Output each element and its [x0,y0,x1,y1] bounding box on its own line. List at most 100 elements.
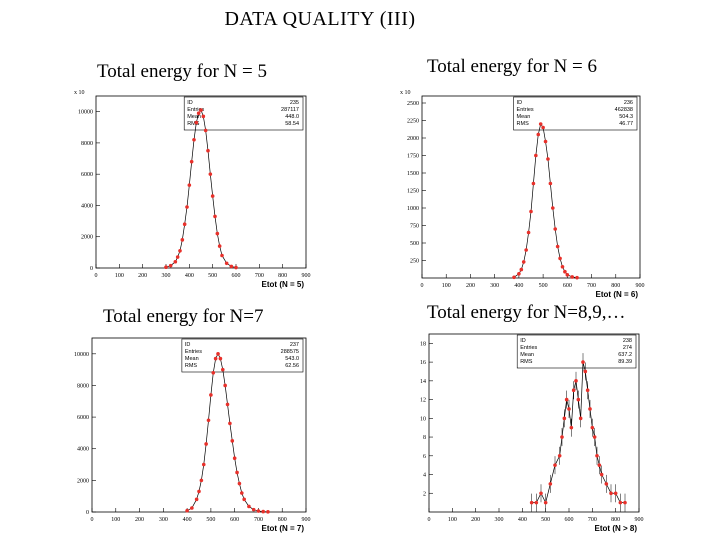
stats-label: RMS [187,121,200,127]
x-axis-title: Etot (N > 8) [595,524,638,533]
data-point [558,256,562,261]
data-point [216,352,220,356]
stats-value: 637.2 [618,352,632,358]
stats-label: Entries [187,107,204,113]
data-point [557,453,562,458]
stats-value: 543.0 [285,356,299,362]
x-tick-label: 800 [278,517,287,523]
histogram-n6: x 10 0 100 200 300 400 500 600 700 800 900 250 500 75… [400,90,645,299]
stats-value: 287117 [281,107,299,113]
data-point [232,456,237,461]
data-point [196,111,201,115]
data-point [194,497,199,502]
stats-value: 46.77 [619,121,633,127]
data-point [204,442,208,446]
stats-box [183,96,304,131]
data-point [168,263,173,268]
x-tick-label: 200 [138,273,147,279]
x-tick-label: 900 [636,283,645,289]
x-tick-label: 100 [115,273,124,279]
y-tick-label: 14 [420,379,426,385]
data-point [555,244,560,249]
slide-title: DATA QUALITY (III) [224,8,416,30]
y-tick-label: 1500 [407,171,419,177]
stats-box [181,338,304,373]
data-point [210,194,215,198]
y-tick-label: 6000 [77,415,89,421]
stats-label: ID [187,100,193,106]
data-point [534,153,538,158]
chart-title-n7: Total energy for N=7 [103,306,264,327]
x-tick-label: 400 [514,283,523,289]
stats-value: 274 [623,345,632,351]
data-point [592,435,597,439]
y-tick-label: 2500 [407,101,419,107]
y-tick-label: 8000 [77,383,89,389]
y-tick-label: 12 [420,398,426,404]
data-point [512,275,516,280]
x-tick-label: 300 [495,517,504,523]
data-point [563,269,567,274]
stats-label: ID [517,100,523,106]
stats-value: 504.3 [619,114,633,120]
y-tick-label: 4 [423,473,426,479]
x-tick-label: 500 [541,517,550,523]
data-point [206,418,211,423]
data-point [185,205,189,209]
data-point [261,509,265,514]
data-point [599,472,604,477]
data-point [588,407,592,411]
data-point [526,230,531,235]
data-point [180,238,185,242]
x-tick-label: 200 [135,517,144,523]
data-point [529,500,534,505]
chart-title-n8plus: Total energy for N=8,9,… [427,302,626,323]
data-point [581,360,585,364]
x-tick-label: 100 [442,283,451,289]
fit-curve [186,353,268,513]
data-point [201,462,206,467]
data-point [565,273,570,277]
y-tick-label: 1000 [407,206,419,212]
data-point [203,128,208,133]
data-point [225,402,230,407]
y-tick-label: 0 [90,266,93,272]
data-point [567,407,571,411]
data-point [583,369,588,374]
x-tick-label: 200 [466,283,475,289]
data-point [569,425,574,430]
data-point [240,491,244,495]
y-tick-label: 2000 [81,235,93,241]
data-point [521,260,526,264]
y-tick-label: 1250 [407,189,419,195]
data-point [182,222,187,227]
data-point [220,253,224,258]
data-point [604,482,609,486]
data-point [229,264,234,269]
x-tick-label: 200 [471,517,480,523]
x-tick-label: 900 [302,517,311,523]
data-point [217,244,222,248]
fit-curve [513,123,578,278]
x-tick-label: 800 [278,273,287,279]
stats-value: 235 [290,100,299,106]
data-point [536,132,541,137]
y-tick-label: 0 [86,510,89,516]
y-exponent-label: x 10 [74,90,85,96]
stats-value: 462838 [615,107,633,113]
data-point [541,125,545,130]
y-tick-label: 2000 [77,478,89,484]
y-tick-label: 10 [420,416,426,422]
chart-title-n6: Total energy for N = 6 [427,56,597,77]
data-point [164,265,168,270]
plot-frame [91,337,307,513]
data-point [595,453,599,458]
data-point [266,510,270,514]
y-tick-label: 2000 [407,136,419,142]
data-point [590,425,595,430]
stats-label: ID [185,342,191,348]
data-point [575,275,579,280]
x-axis-title: Etot (N = 6) [596,290,639,299]
stats-value: 58.54 [285,121,299,127]
data-point [197,489,201,494]
